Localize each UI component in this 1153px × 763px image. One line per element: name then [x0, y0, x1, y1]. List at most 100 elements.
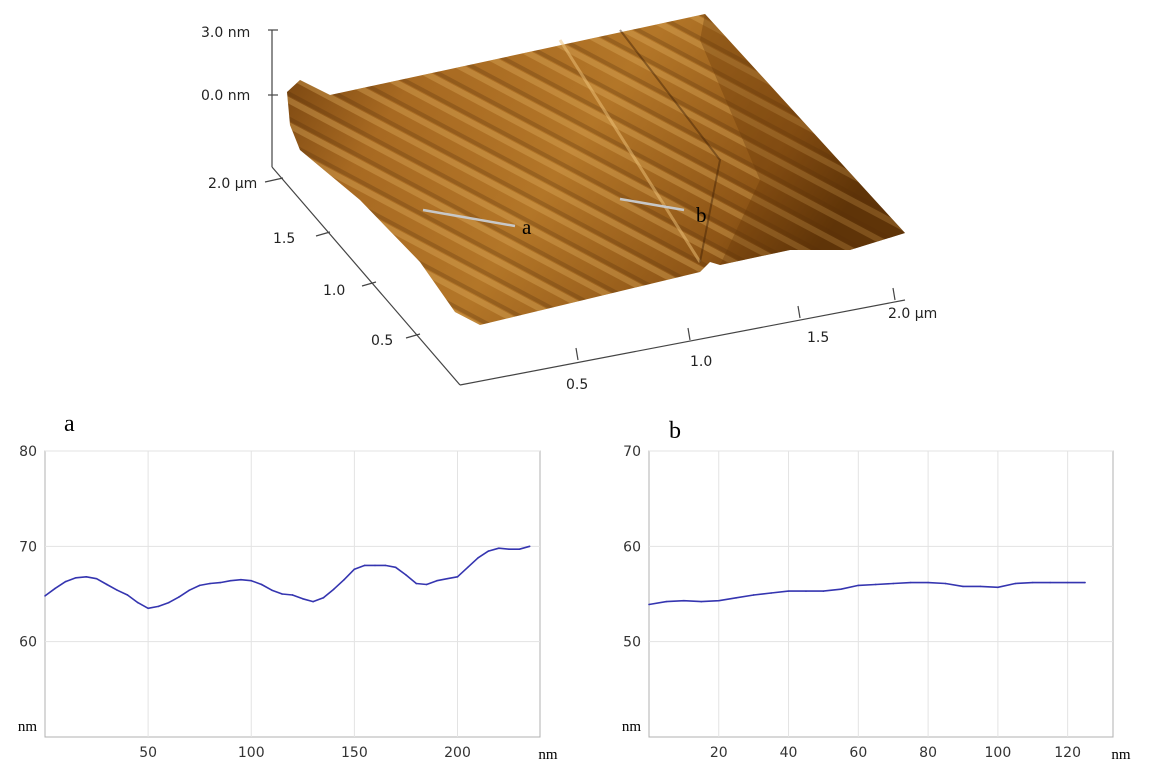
data-point [157, 605, 160, 608]
data-point [425, 583, 428, 586]
z-tick-top: 3.0 nm [201, 25, 250, 41]
data-point [528, 545, 531, 548]
data-point [271, 589, 273, 591]
y-tick-1: 1.0 [323, 283, 345, 299]
data-point [997, 586, 999, 589]
data-point [126, 594, 129, 596]
data-point [250, 579, 253, 582]
profile-line-series [648, 581, 1086, 606]
data-point [735, 597, 738, 599]
data-point [405, 574, 407, 576]
x-tick-label: 100 [238, 745, 265, 761]
x-tick-1-5: 1.5 [807, 330, 829, 346]
x-tick-label: 20 [710, 745, 728, 761]
data-point [137, 601, 139, 604]
data-point [394, 566, 397, 569]
x-tick-label: 200 [444, 745, 471, 761]
profile-chart-b: 20 40 60 80 100 120 70 60 50 nm nm [622, 444, 1131, 763]
data-point [497, 547, 500, 550]
data-point [518, 548, 521, 550]
afm-axis-ticks [264, 177, 896, 361]
data-point [302, 597, 304, 600]
data-point [44, 595, 46, 597]
x-tick-0-5: 0.5 [566, 377, 588, 393]
data-point [962, 585, 964, 588]
plot-frame [44, 450, 541, 738]
data-point [1084, 581, 1086, 584]
data-point [840, 588, 842, 591]
data-point [477, 556, 479, 559]
y-tick-label: 50 [623, 635, 641, 651]
data-point [312, 600, 314, 603]
data-point [106, 583, 108, 586]
y-tick-0-5: 0.5 [371, 333, 393, 349]
data-point [648, 603, 650, 606]
data-point [508, 548, 510, 550]
data-point [927, 581, 929, 584]
data-point [198, 584, 201, 587]
data-point [147, 607, 149, 610]
data-point [95, 577, 98, 580]
data-point [822, 590, 825, 592]
data-point [874, 583, 877, 586]
x-tick-label: 100 [985, 745, 1012, 761]
x-tick-label: 80 [919, 745, 937, 761]
y-tick-label: 60 [19, 635, 37, 651]
data-point [436, 579, 438, 582]
data-point [343, 578, 345, 581]
data-point [188, 589, 191, 591]
data-point [384, 564, 387, 567]
profile-chart-a: 50 100 150 200 80 70 60 nm nm [18, 444, 558, 763]
data-point [85, 576, 88, 578]
data-point [167, 601, 170, 604]
data-point [75, 576, 77, 579]
y-axis-unit: nm [18, 719, 38, 735]
data-point [665, 600, 668, 603]
data-point [64, 580, 67, 583]
data-point [178, 596, 180, 598]
data-point [1066, 581, 1069, 584]
data-point [322, 597, 325, 599]
data-point [374, 564, 376, 567]
data-point [281, 593, 283, 595]
afm-surface [287, 14, 905, 325]
y-tick-label: 80 [19, 444, 37, 460]
data-point [54, 587, 57, 590]
data-point [291, 594, 294, 596]
data-point [752, 594, 755, 596]
data-point [909, 581, 912, 584]
panel-label-b: b [669, 418, 681, 444]
data-point [116, 589, 118, 591]
x-tick-label: 50 [139, 745, 157, 761]
y-tick-2: 2.0 µm [208, 176, 257, 192]
data-point [683, 599, 685, 602]
y-tick-1-5: 1.5 [273, 231, 295, 247]
marker-label-a: a [522, 215, 532, 239]
y-axis-unit: nm [622, 719, 642, 735]
y-tick-label: 70 [623, 444, 641, 460]
data-point [857, 584, 860, 587]
profile-line-a [422, 208, 516, 228]
z-tick-zero: 0.0 nm [201, 88, 250, 104]
x-tick-label: 150 [341, 745, 368, 761]
data-point [240, 578, 242, 581]
data-point [209, 582, 211, 585]
data-point [260, 583, 263, 586]
data-point [1014, 582, 1017, 585]
data-point [229, 579, 232, 582]
data-point [979, 585, 982, 588]
afm-axes [268, 29, 906, 386]
data-point [446, 577, 448, 580]
data-point [1031, 581, 1034, 584]
data-point [456, 576, 459, 578]
data-point [717, 599, 720, 602]
data-point [467, 566, 469, 569]
data-point [487, 550, 490, 552]
x-axis-unit: nm [538, 747, 558, 763]
panel-label-a: a [64, 411, 75, 437]
x-tick-label: 120 [1054, 745, 1081, 761]
data-point [415, 582, 418, 585]
data-point [892, 582, 895, 585]
data-point [700, 600, 703, 603]
data-point [219, 581, 222, 584]
